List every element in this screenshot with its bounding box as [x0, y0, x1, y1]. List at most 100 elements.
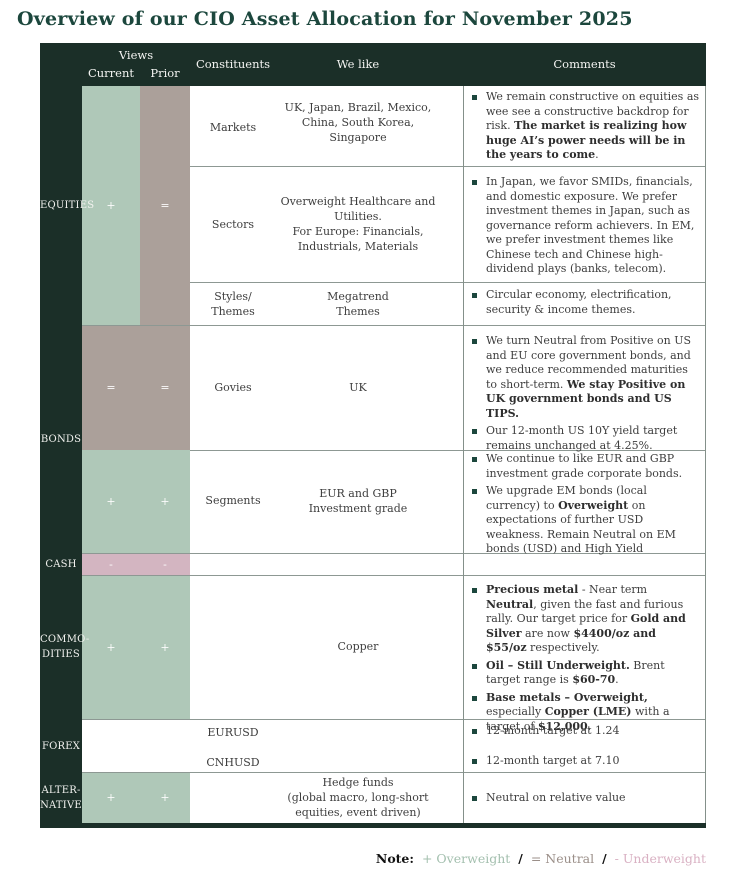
asset-class-column [40, 86, 82, 823]
comments-alternative: Neutral on relative value [472, 791, 700, 809]
comment-item: Precious metal - Near term Neutral, give… [472, 583, 700, 656]
constituent-styles-themes: Styles/ Themes [211, 290, 255, 318]
view-symbol: + [106, 495, 116, 508]
table-header: Views Current Prior Constituents We like… [40, 43, 706, 86]
comments-segments: We continue to like EUR and GBP investme… [472, 452, 700, 560]
table-right-border [705, 86, 706, 823]
section-label-commodities: COMMO- DITIES [40, 634, 90, 660]
we-like-sectors: Overweight Healthcare and Utilities. For… [280, 195, 436, 253]
bullet-square-icon [472, 588, 477, 593]
comment-text: Our 12-month US 10Y yield target remains… [486, 424, 678, 452]
section-divider [82, 553, 706, 554]
comment-item: Circular economy, electrification, secur… [472, 288, 700, 317]
comment-text: Neutral on relative value [486, 791, 626, 804]
comment-text: Base metals – Overweight, especially Cop… [486, 690, 670, 733]
bullet-square-icon [472, 180, 477, 185]
row-divider [190, 166, 706, 167]
commodities-prior-view: + [140, 575, 190, 719]
comment-text: 12-month target at 1.24 [486, 724, 620, 737]
comments-govies: We turn Neutral from Positive on US and … [472, 334, 700, 456]
bullet-square-icon [472, 695, 477, 701]
comments-commodities: Precious metal - Near term Neutral, give… [472, 583, 700, 737]
note-slash: / [518, 851, 523, 866]
govies-prior-view: = [140, 325, 190, 450]
header-comments: Comments [553, 57, 616, 71]
govies-current-view: = [82, 325, 140, 450]
row-divider [190, 282, 706, 283]
view-symbol: + [160, 791, 170, 804]
note-label: Note: [375, 851, 414, 866]
section-label-alternative: ALTER- NATIVE [40, 785, 82, 811]
comment-item: We remain constructive on equities as we… [472, 90, 700, 163]
comment-item: Base metals – Overweight, especially Cop… [472, 691, 700, 735]
comments-sectors: In Japan, we favor SMIDs, financials, an… [472, 175, 700, 280]
alternative-current-view: + [82, 772, 140, 823]
comment-item: Neutral on relative value [472, 791, 700, 806]
note-neutral: = Neutral [530, 851, 595, 866]
comment-text: We remain constructive on equities as we… [486, 90, 700, 161]
bullet-square-icon [472, 95, 477, 100]
header-prior: Prior [150, 66, 180, 80]
comment-text: 12-month target at 7.10 [486, 754, 620, 767]
we-like-alternative: Hedge funds (global macro, long-short eq… [287, 776, 429, 819]
we-like-govies: UK [349, 381, 367, 394]
we-like-styles: Megatrend Themes [327, 290, 389, 318]
comments-forex-eurusd: 12-month target at 1.24 [472, 724, 700, 742]
section-label-cash: CASH [45, 559, 77, 570]
view-symbol: + [106, 199, 116, 212]
comment-item: 12-month target at 1.24 [472, 724, 700, 739]
comment-text: We turn Neutral from Positive on US and … [486, 334, 692, 420]
view-symbol: - [163, 557, 167, 571]
comments-forex-cnhusd: 12-month target at 7.10 [472, 754, 700, 772]
view-symbol: + [106, 791, 116, 804]
we-like-segments: EUR and GBP Investment grade [308, 487, 408, 515]
header-views: Views [118, 48, 154, 62]
we-like-markets: UK, Japan, Brazil, Mexico, China, South … [284, 101, 432, 144]
view-symbol: + [106, 640, 116, 654]
segments-prior-view: + [140, 450, 190, 553]
comment-text: Precious metal - Near term Neutral, give… [486, 583, 686, 654]
section-divider [82, 325, 706, 326]
comment-item: We turn Neutral from Positive on US and … [472, 334, 700, 421]
comment-item: In Japan, we favor SMIDs, financials, an… [472, 175, 700, 277]
cash-prior-view: - [140, 553, 190, 575]
bullet-square-icon [472, 759, 477, 764]
view-symbol: = [160, 199, 170, 212]
legend-note: Note: + Overweight / = Neutral / - Under… [376, 851, 706, 866]
comment-item: Oil – Still Underweight. Brent target ra… [472, 659, 700, 688]
comment-item: 12-month target at 7.10 [472, 754, 700, 769]
constituent-sectors: Sectors [211, 218, 255, 231]
header-we-like: We like [336, 57, 380, 71]
equities-current-view: + [82, 86, 140, 325]
header-current: Current [87, 66, 135, 80]
comments-markets: We remain constructive on equities as we… [472, 90, 700, 166]
note-overweight: + Overweight [421, 851, 511, 866]
note-slash: / [602, 851, 607, 866]
view-symbol: = [160, 381, 170, 394]
comment-text: Oil – Still Underweight. Brent target ra… [486, 658, 665, 687]
constituent-eurusd: EURUSD [207, 726, 259, 739]
header-constituents: Constituents [195, 57, 271, 71]
section-label-equities: EQUITIES [40, 200, 95, 211]
section-divider [82, 575, 706, 576]
bullet-square-icon [472, 339, 477, 344]
view-symbol: + [160, 640, 170, 654]
view-symbol: + [160, 495, 170, 508]
section-label-bonds: BONDS [40, 434, 82, 445]
bullet-square-icon [472, 457, 477, 462]
view-symbol: - [109, 557, 113, 571]
comments-column-border [463, 86, 464, 823]
constituent-govies: Govies [214, 381, 252, 394]
comment-item: We continue to like EUR and GBP investme… [472, 452, 700, 481]
bullet-square-icon [472, 429, 477, 434]
view-symbol: = [106, 381, 116, 394]
bullet-square-icon [472, 796, 477, 801]
constituent-segments: Segments [205, 494, 261, 507]
constituent-markets: Markets [209, 121, 257, 134]
equities-prior-view: = [140, 86, 190, 325]
constituent-cnhusd: CNHUSD [206, 756, 260, 769]
cash-current-view: - [82, 553, 140, 575]
comment-item: Our 12-month US 10Y yield target remains… [472, 424, 700, 453]
comment-text: In Japan, we favor SMIDs, financials, an… [486, 175, 695, 275]
section-label-forex: FOREX [41, 741, 81, 752]
